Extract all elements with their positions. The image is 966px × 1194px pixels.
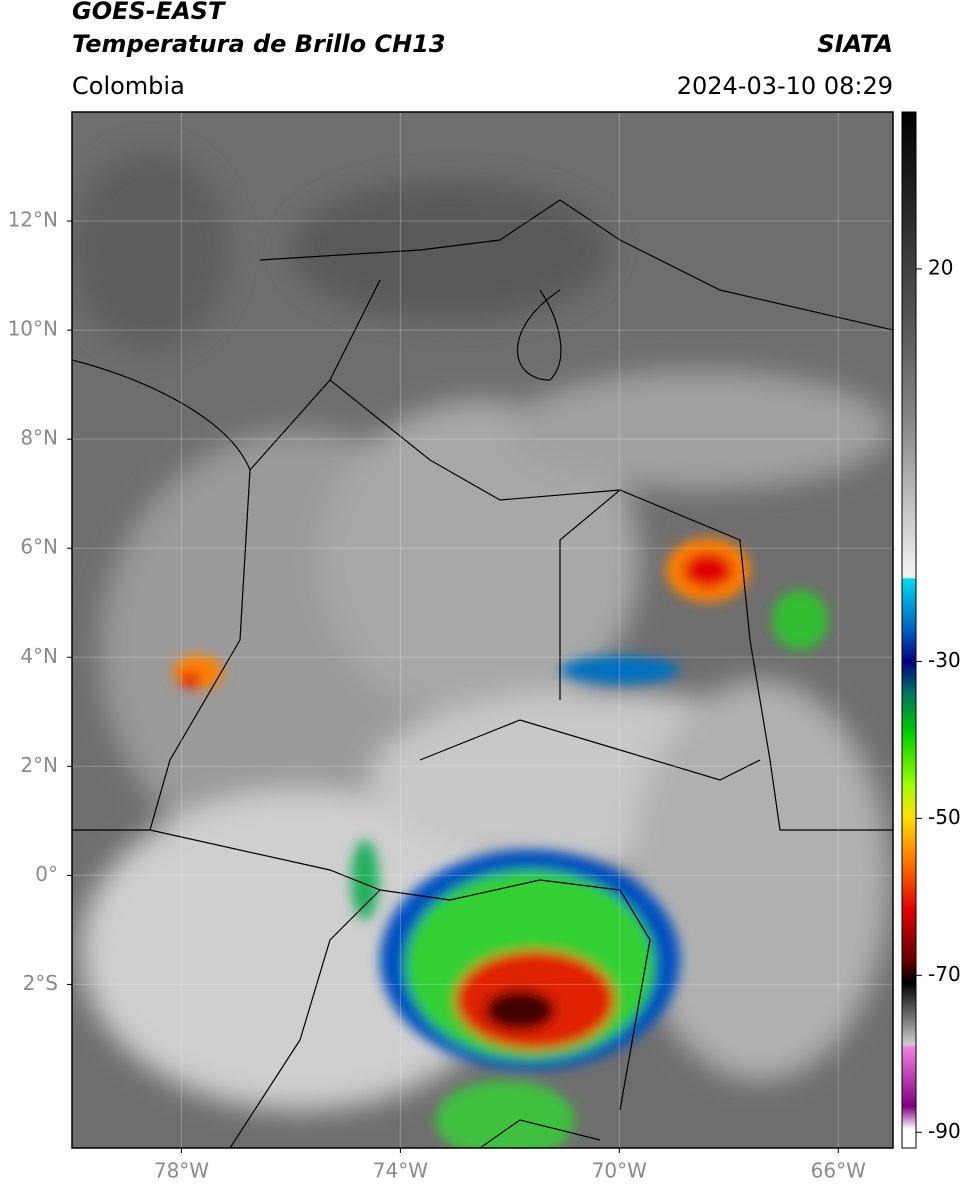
lat-tick-label: 2°S	[23, 971, 58, 995]
subtitle: Temperatura de Brillo CH13	[72, 30, 446, 58]
lon-tick-label: 78°W	[154, 1159, 209, 1183]
lat-tick-label: 2°N	[20, 753, 58, 777]
lat-tick-label: 8°N	[20, 426, 58, 450]
colorbar-tick-label: -50	[928, 805, 961, 829]
satellite-image	[72, 112, 893, 1148]
colorbar-tick-label: -70	[928, 962, 961, 986]
title: GOES-EAST	[72, 0, 226, 25]
datetime: 2024-03-10 08:29	[677, 72, 893, 100]
lat-tick-label: 0°	[35, 862, 58, 886]
colorbar-tick-label: -30	[928, 648, 961, 672]
region: Colombia	[72, 72, 185, 100]
map-frame	[71, 111, 894, 1149]
source: SIATA	[817, 30, 893, 58]
lon-tick-label: 70°W	[592, 1159, 647, 1183]
colorbar-tick-label: -90	[928, 1119, 961, 1143]
colorbar	[901, 111, 917, 1149]
lat-tick-label: 10°N	[8, 317, 58, 341]
lat-tick-label: 12°N	[8, 208, 58, 232]
lat-tick-label: 4°N	[20, 644, 58, 668]
lon-tick-label: 66°W	[811, 1159, 866, 1183]
lon-tick-label: 74°W	[373, 1159, 428, 1183]
lat-tick-label: 6°N	[20, 535, 58, 559]
colorbar-tick-label: 20	[928, 255, 953, 279]
